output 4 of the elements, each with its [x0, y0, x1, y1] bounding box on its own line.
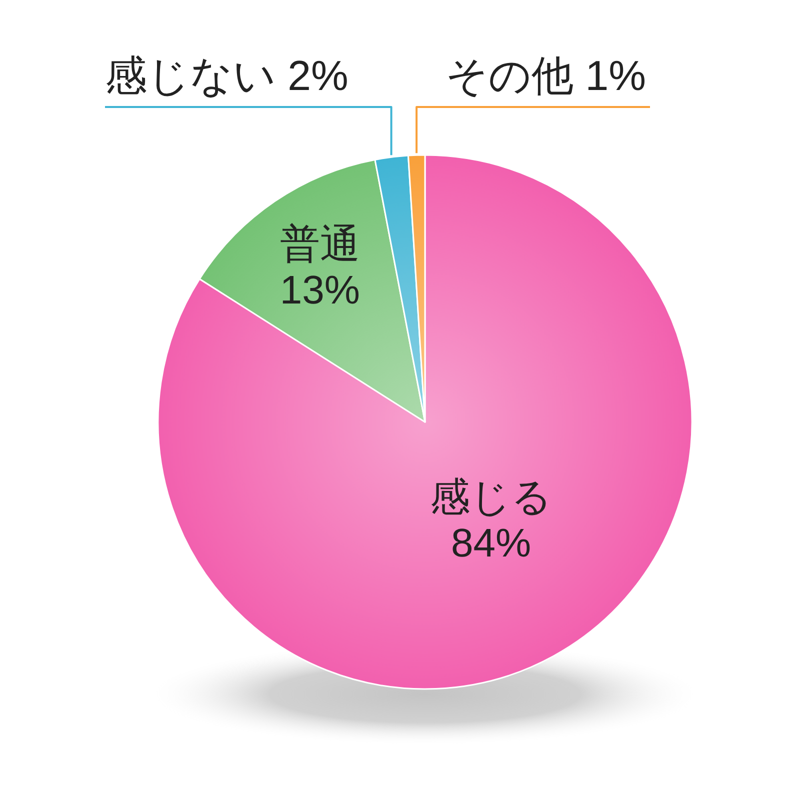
slice-label: 感じる 84%: [430, 475, 552, 566]
slice-label: その他 1%: [446, 52, 646, 99]
slice-label: 感じない 2%: [105, 52, 348, 99]
slice-label: 普通 13%: [280, 222, 360, 312]
